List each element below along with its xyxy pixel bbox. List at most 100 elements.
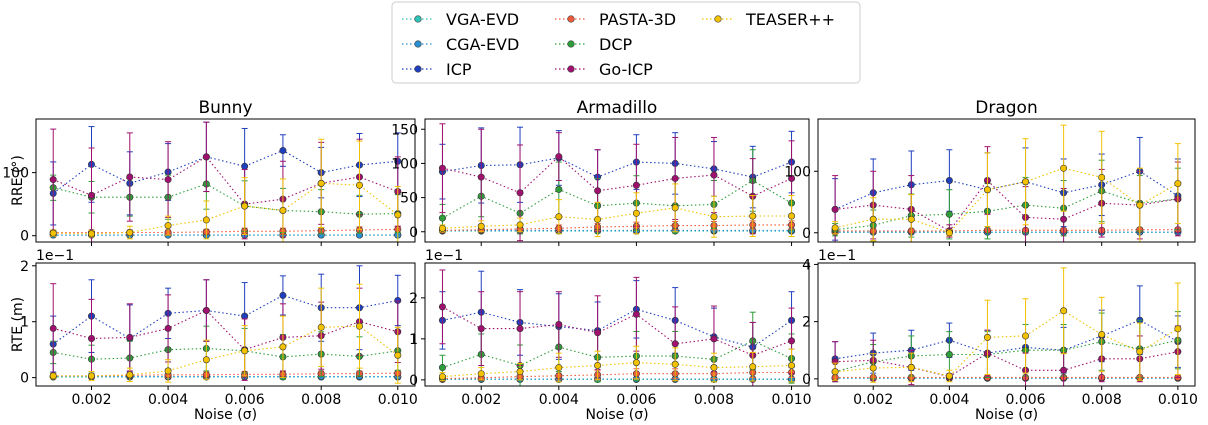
series-line: [442, 362, 792, 378]
series-line: [52, 149, 398, 194]
data-point: [1174, 325, 1182, 333]
data-point: [594, 215, 602, 223]
y-axis-label-rre: RRE (°): [10, 155, 26, 206]
data-point: [49, 324, 57, 332]
data-point: [126, 371, 134, 379]
plot-frame: [35, 118, 416, 243]
series-icp: [831, 136, 1182, 241]
series-teaser-: [438, 345, 796, 383]
series-dcp: [438, 311, 796, 387]
data-point: [945, 210, 953, 218]
series-line: [53, 372, 398, 377]
x-tick-label: 0.008: [301, 392, 341, 408]
data-point: [671, 360, 679, 368]
series-dcp: [49, 325, 402, 380]
data-point: [317, 179, 325, 187]
data-point: [788, 361, 796, 369]
data-point: [671, 204, 679, 212]
x-tick-label: 0.002: [853, 392, 893, 408]
data-point: [907, 215, 915, 223]
series-dcp: [831, 311, 1182, 383]
data-point: [516, 368, 524, 376]
plot-frame: [35, 262, 416, 387]
panel-bunny-rre: Bunny 0 100: [2, 98, 416, 246]
plot-frame: [424, 262, 810, 387]
x-tick-label: 0.004: [929, 392, 969, 408]
data-point: [1098, 331, 1106, 339]
data-point: [202, 356, 210, 364]
data-point: [1098, 173, 1106, 181]
series-teaser-: [831, 267, 1182, 383]
data-point: [1060, 366, 1068, 374]
x-tick-label: 0.002: [461, 392, 501, 408]
x-tick-label: 0.010: [771, 392, 811, 408]
data-point: [241, 162, 249, 170]
data-point: [164, 324, 172, 332]
series-teaser-: [49, 138, 402, 243]
data-point: [945, 177, 953, 185]
x-tick-label: 0.010: [378, 392, 418, 408]
data-point: [164, 367, 172, 375]
data-point: [88, 230, 96, 238]
series-teaser-: [438, 183, 796, 238]
data-point: [477, 325, 485, 333]
series-pasta-3d: [831, 226, 1182, 235]
y-tick-label: 0: [802, 372, 811, 388]
data-point: [438, 214, 446, 222]
data-point: [438, 364, 446, 372]
series-vga-evd: [438, 227, 796, 235]
legend-marker: [567, 65, 575, 73]
x-tick-label: 0.006: [1005, 392, 1045, 408]
legend-label: PASTA-3D: [599, 10, 676, 29]
data-point: [394, 211, 402, 219]
series-pasta-3d: [49, 225, 402, 237]
legend-label: CGA-EVD: [446, 35, 519, 54]
series-go-icp: [831, 146, 1182, 243]
series-go-icp: [438, 123, 796, 242]
legend-entry-teaser-: TEASER++: [702, 10, 835, 29]
legend-marker: [414, 15, 422, 23]
data-point: [477, 173, 485, 181]
y-tick-label: 0: [409, 373, 418, 389]
data-point: [671, 340, 679, 348]
data-point: [1174, 180, 1182, 188]
data-point: [945, 372, 953, 380]
plot-frame: [817, 118, 1196, 243]
series-line: [53, 182, 399, 235]
plot-frame: [424, 118, 810, 243]
data-point: [241, 347, 249, 355]
data-point: [831, 368, 839, 376]
series-line: [834, 167, 1179, 234]
series-line: [834, 339, 1179, 373]
data-point: [1022, 178, 1030, 186]
y-tick-label: 1: [20, 315, 29, 331]
series-cga-evd: [438, 226, 796, 234]
data-point: [869, 364, 877, 372]
series-pasta-3d: [438, 367, 796, 383]
y-tick-label: 0: [802, 226, 811, 242]
series-go-icp: [49, 121, 402, 243]
data-point: [710, 364, 718, 372]
data-point: [749, 212, 757, 220]
y-tick-label: 2: [802, 315, 811, 331]
data-point: [632, 209, 640, 217]
data-point: [438, 373, 446, 381]
data-point: [710, 335, 718, 343]
data-point: [49, 372, 57, 380]
y-tick-label: 2: [409, 291, 418, 307]
data-point: [831, 205, 839, 213]
y-axis-label-rte: RTE (m): [10, 297, 26, 352]
series-vga-evd: [438, 375, 796, 383]
legend-label: ICP: [446, 60, 472, 79]
data-point: [749, 363, 757, 371]
series-line: [442, 179, 792, 219]
data-point: [438, 303, 446, 311]
y-tick-label: 50: [400, 191, 418, 207]
series-line: [442, 308, 792, 348]
data-point: [1136, 201, 1144, 209]
x-axis-label: Noise (σ): [585, 407, 648, 423]
data-point: [945, 229, 953, 237]
data-point: [594, 329, 602, 337]
data-point: [438, 224, 446, 232]
legend-entry-dcp: DCP: [555, 35, 632, 54]
